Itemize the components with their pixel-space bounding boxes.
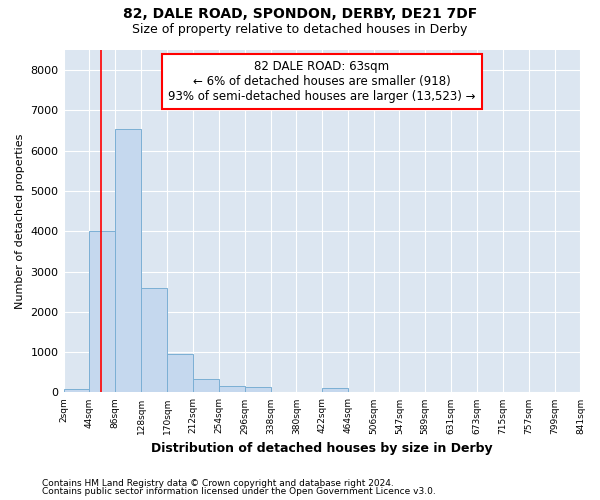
X-axis label: Distribution of detached houses by size in Derby: Distribution of detached houses by size … [151,442,493,455]
Bar [115,128,141,392]
Bar [193,379,219,392]
Bar [219,386,245,392]
Text: Contains HM Land Registry data © Crown copyright and database right 2024.: Contains HM Land Registry data © Crown c… [42,478,394,488]
Bar [245,387,271,392]
Bar [64,390,89,392]
Bar [322,388,348,392]
Text: Contains public sector information licensed under the Open Government Licence v3: Contains public sector information licen… [42,487,436,496]
Text: 82, DALE ROAD, SPONDON, DERBY, DE21 7DF: 82, DALE ROAD, SPONDON, DERBY, DE21 7DF [123,8,477,22]
Bar [89,232,115,392]
Text: Size of property relative to detached houses in Derby: Size of property relative to detached ho… [133,22,467,36]
Bar [141,288,167,393]
Bar [167,354,193,393]
Text: 82 DALE ROAD: 63sqm
← 6% of detached houses are smaller (918)
93% of semi-detach: 82 DALE ROAD: 63sqm ← 6% of detached hou… [168,60,476,104]
Y-axis label: Number of detached properties: Number of detached properties [15,134,25,309]
